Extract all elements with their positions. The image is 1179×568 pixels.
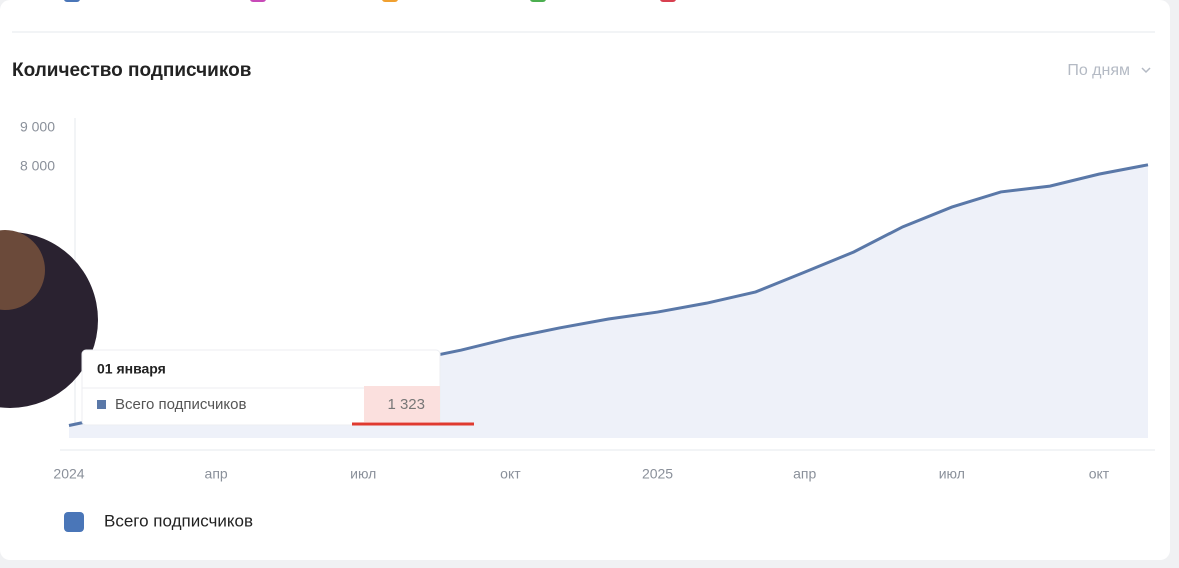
x-tick-label: июл xyxy=(939,466,965,482)
chevron xyxy=(1141,67,1151,74)
tooltip-date: 01 января xyxy=(97,361,166,377)
legend-swatch-cut xyxy=(382,0,398,2)
x-tick-label: июл xyxy=(350,466,376,482)
x-tick-label: окт xyxy=(1089,466,1110,482)
area-fill xyxy=(69,164,1148,438)
tooltip-value: 1 323 xyxy=(387,396,425,413)
x-tick-label: 2024 xyxy=(53,466,84,482)
legend-swatch-cut xyxy=(64,0,80,2)
tooltip-swatch xyxy=(97,400,106,409)
tooltip-series: Всего подписчиков xyxy=(115,396,246,413)
x-tick-label: апр xyxy=(793,466,816,482)
chart-title: Количество подписчиков xyxy=(12,60,251,81)
x-tick-label: апр xyxy=(205,466,228,482)
y-tick-label: 9 000 xyxy=(20,119,55,135)
highlight xyxy=(364,386,440,422)
webcam-face xyxy=(0,230,45,310)
legend-swatch xyxy=(64,512,84,532)
legend-label: Всего подписчиков xyxy=(104,511,253,530)
legend-swatch-cut xyxy=(530,0,546,2)
x-tick-label: 2025 xyxy=(642,466,673,482)
legend-swatch-cut xyxy=(250,0,266,2)
legend-swatch-cut xyxy=(660,0,676,2)
x-tick-label: окт xyxy=(500,466,521,482)
period-selector[interactable]: По дням xyxy=(1067,62,1130,79)
y-tick-label: 8 000 xyxy=(20,157,55,173)
